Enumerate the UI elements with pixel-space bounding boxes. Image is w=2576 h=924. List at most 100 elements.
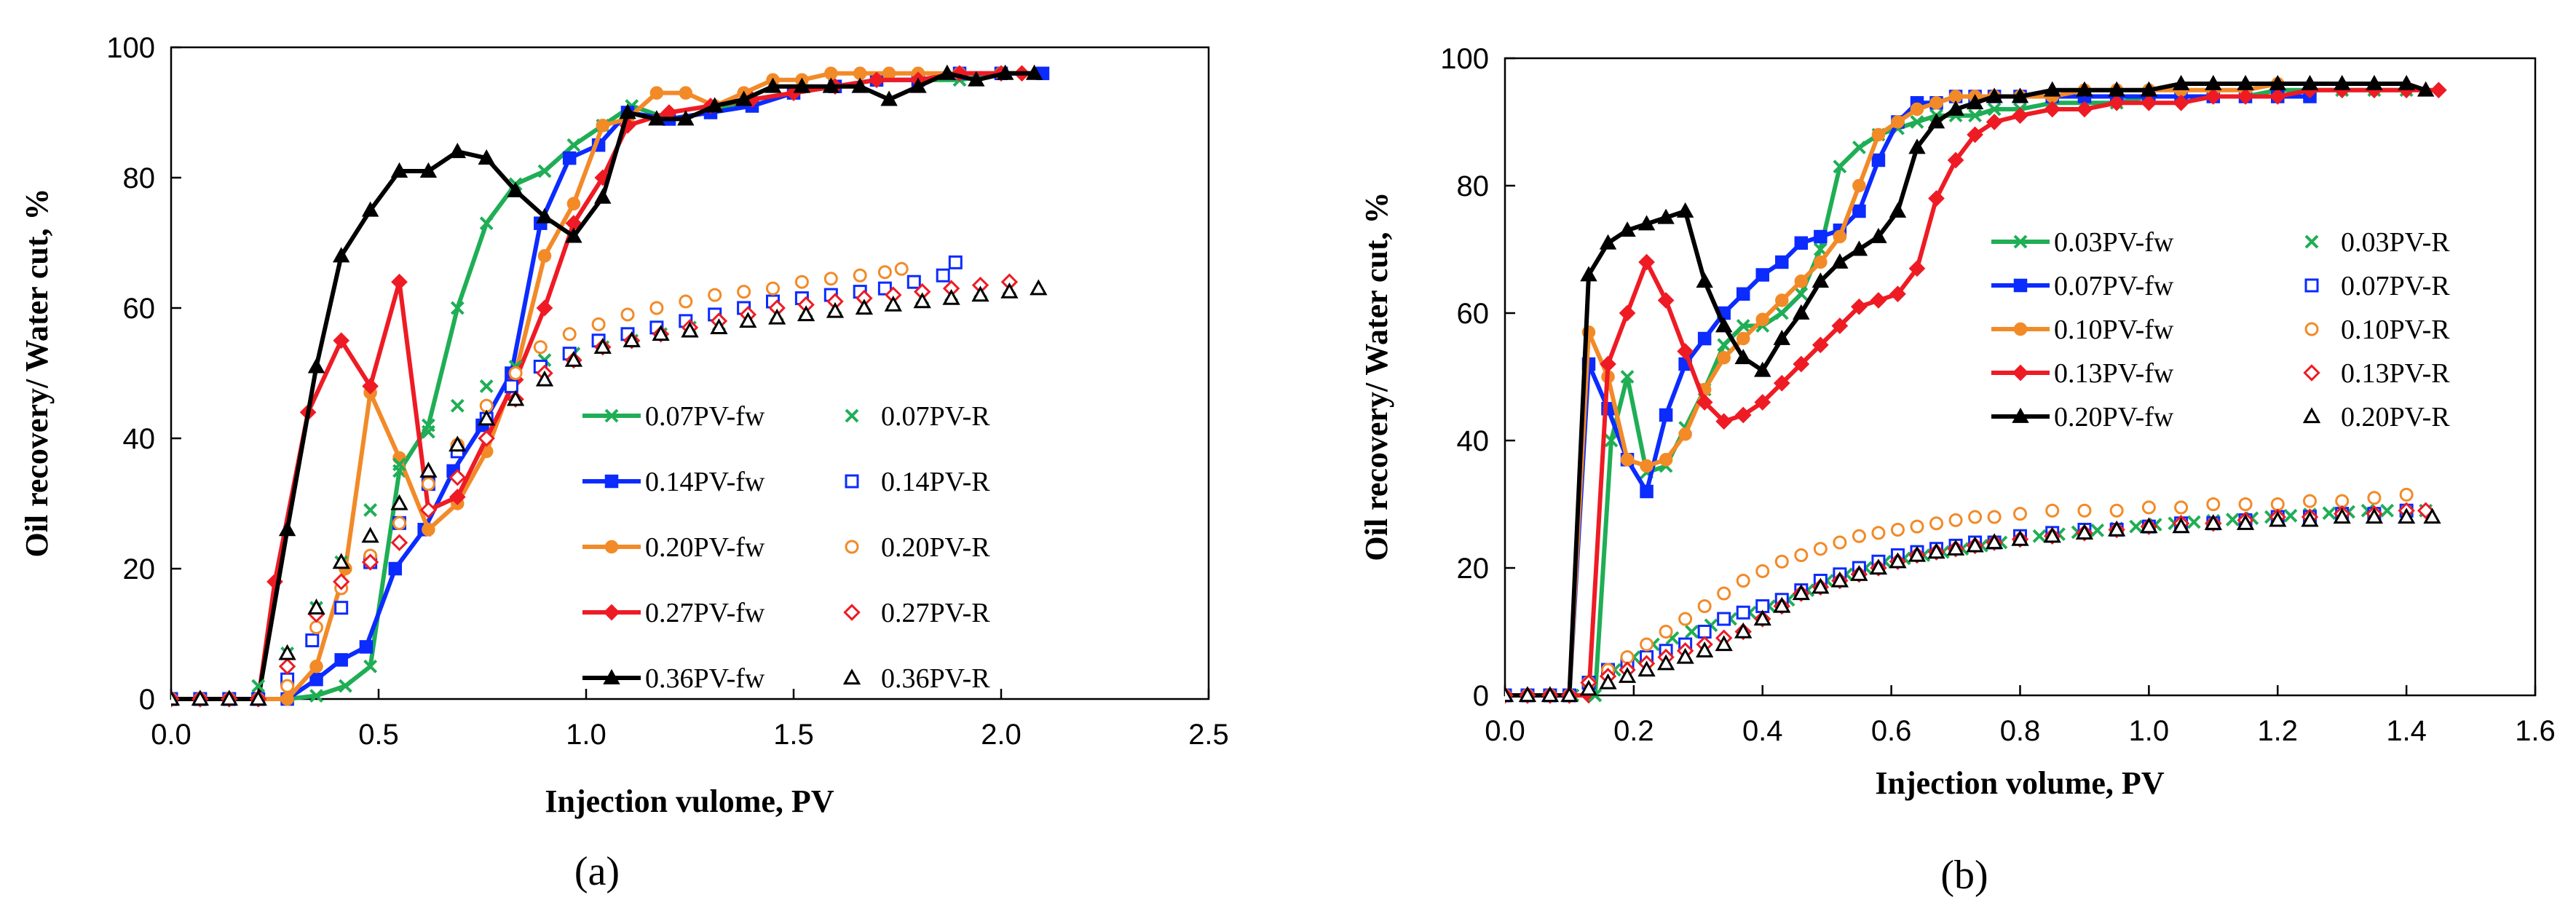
- data-point: [1946, 540, 1965, 556]
- data-point: [2205, 74, 2222, 90]
- data-point: [1966, 536, 1984, 553]
- data-point: [909, 77, 927, 93]
- legend-marker: [2012, 407, 2029, 423]
- data-point: [2398, 74, 2415, 90]
- data-point: [951, 65, 968, 82]
- series-line: [171, 71, 1001, 701]
- data-point: [735, 90, 753, 106]
- data-point: [1831, 253, 1849, 269]
- data-point: [2108, 520, 2126, 537]
- data-point: [507, 181, 524, 197]
- data-point: [1696, 641, 1714, 658]
- x-tick-label: 0.0: [151, 719, 191, 751]
- legend-marker: [2012, 364, 2029, 382]
- data-point: [1812, 336, 1829, 354]
- data-point: [1697, 625, 1712, 639]
- legend-item: 0.10PV-R: [2304, 315, 2450, 345]
- data-point: [309, 620, 323, 635]
- y-tick-label: 100: [106, 32, 155, 64]
- legend-marker: [603, 604, 620, 621]
- data-point: [2076, 100, 2093, 118]
- chart-b: 0 20 40 60 80 100 0.0 0.2 0.4 0.6 0.8 1.0 1.2 1.4 1.6 I…: [1359, 43, 2556, 898]
- data-point: [450, 398, 465, 413]
- data-point: [479, 216, 494, 231]
- data-point: [1792, 584, 1810, 601]
- data-point: [565, 227, 582, 243]
- data-point: [794, 275, 809, 289]
- data-point: [823, 272, 838, 286]
- data-point: [1604, 433, 1619, 448]
- data-point: [2076, 81, 2093, 97]
- series-0.36PV-R: [171, 279, 1048, 706]
- data-point: [768, 308, 786, 325]
- legend-marker: [2304, 278, 2319, 293]
- data-point: [1620, 650, 1635, 664]
- data-point: [623, 331, 641, 347]
- data-point: [939, 64, 956, 80]
- legend-marker: [2013, 234, 2028, 249]
- data-point: [2430, 82, 2447, 99]
- series-0.07PV-R: [1505, 503, 2414, 703]
- data-point: [1657, 292, 1675, 309]
- data-point: [739, 312, 757, 328]
- series-0.03PV-R: [1505, 503, 2433, 703]
- data-point: [1773, 374, 1790, 392]
- data-point: [390, 162, 408, 178]
- data-point: [1736, 574, 1750, 588]
- data-point: [2011, 87, 2029, 103]
- data-point: [390, 534, 408, 551]
- legend-item: 0.36PV-R: [842, 663, 990, 694]
- legend-item: 0.27PV-R: [843, 598, 990, 628]
- data-point: [1889, 552, 1907, 569]
- data-point: [1000, 282, 1019, 299]
- data-point: [1659, 625, 1673, 639]
- plot-area: [1505, 74, 2447, 704]
- legend-marker: [845, 540, 859, 554]
- data-point: [334, 653, 348, 667]
- data-point: [2365, 508, 2384, 524]
- data-point: [652, 325, 670, 341]
- data-point: [307, 358, 325, 374]
- data-point: [2283, 508, 2298, 523]
- chart-a: 0 20 40 60 80 100 0.0 0.5 1.0 1.5 2.0 2.5 Injection …: [19, 32, 1229, 894]
- legend-marker: [603, 668, 620, 684]
- data-point: [1600, 355, 1616, 373]
- x-axis-title: Injection vulome, PV: [545, 783, 834, 819]
- y-tick-label: 0: [1473, 680, 1489, 712]
- data-point: [388, 561, 403, 576]
- data-point: [1851, 298, 1868, 315]
- data-point: [2269, 74, 2286, 90]
- data-point: [2270, 497, 2285, 511]
- legend-label: 0.03PV-fw: [2054, 227, 2174, 258]
- data-point: [449, 435, 467, 452]
- legend-label: 0.36PV-R: [881, 663, 990, 694]
- legend-item: 0.20PV-fw: [1991, 402, 2174, 433]
- data-point: [449, 468, 467, 486]
- data-point: [1736, 319, 1750, 333]
- legend-label: 0.10PV-fw: [2054, 315, 2174, 345]
- legend-item: 0.10PV-fw: [1991, 315, 2174, 345]
- legend-item: 0.13PV-fw: [1991, 358, 2174, 389]
- data-point: [1599, 234, 1617, 250]
- legend-label: 0.10PV-R: [2341, 315, 2450, 345]
- legend-marker: [604, 408, 619, 423]
- data-point: [2206, 497, 2221, 511]
- data-point: [1968, 108, 1983, 123]
- data-point: [1793, 355, 1810, 373]
- data-point: [1968, 510, 1983, 524]
- data-point: [2269, 510, 2287, 527]
- data-point: [1637, 215, 1656, 231]
- data-point: [2333, 508, 2351, 524]
- data-point: [1947, 100, 1964, 116]
- data-point: [566, 138, 581, 152]
- legend-label: 0.14PV-fw: [645, 467, 765, 497]
- data-point: [591, 317, 606, 331]
- data-point: [307, 599, 325, 615]
- data-point: [1736, 331, 1750, 346]
- data-point: [737, 285, 751, 299]
- y-tick-label: 40: [1457, 425, 1490, 457]
- data-point: [2225, 513, 2240, 526]
- data-point: [332, 553, 350, 569]
- data-point: [2043, 526, 2061, 543]
